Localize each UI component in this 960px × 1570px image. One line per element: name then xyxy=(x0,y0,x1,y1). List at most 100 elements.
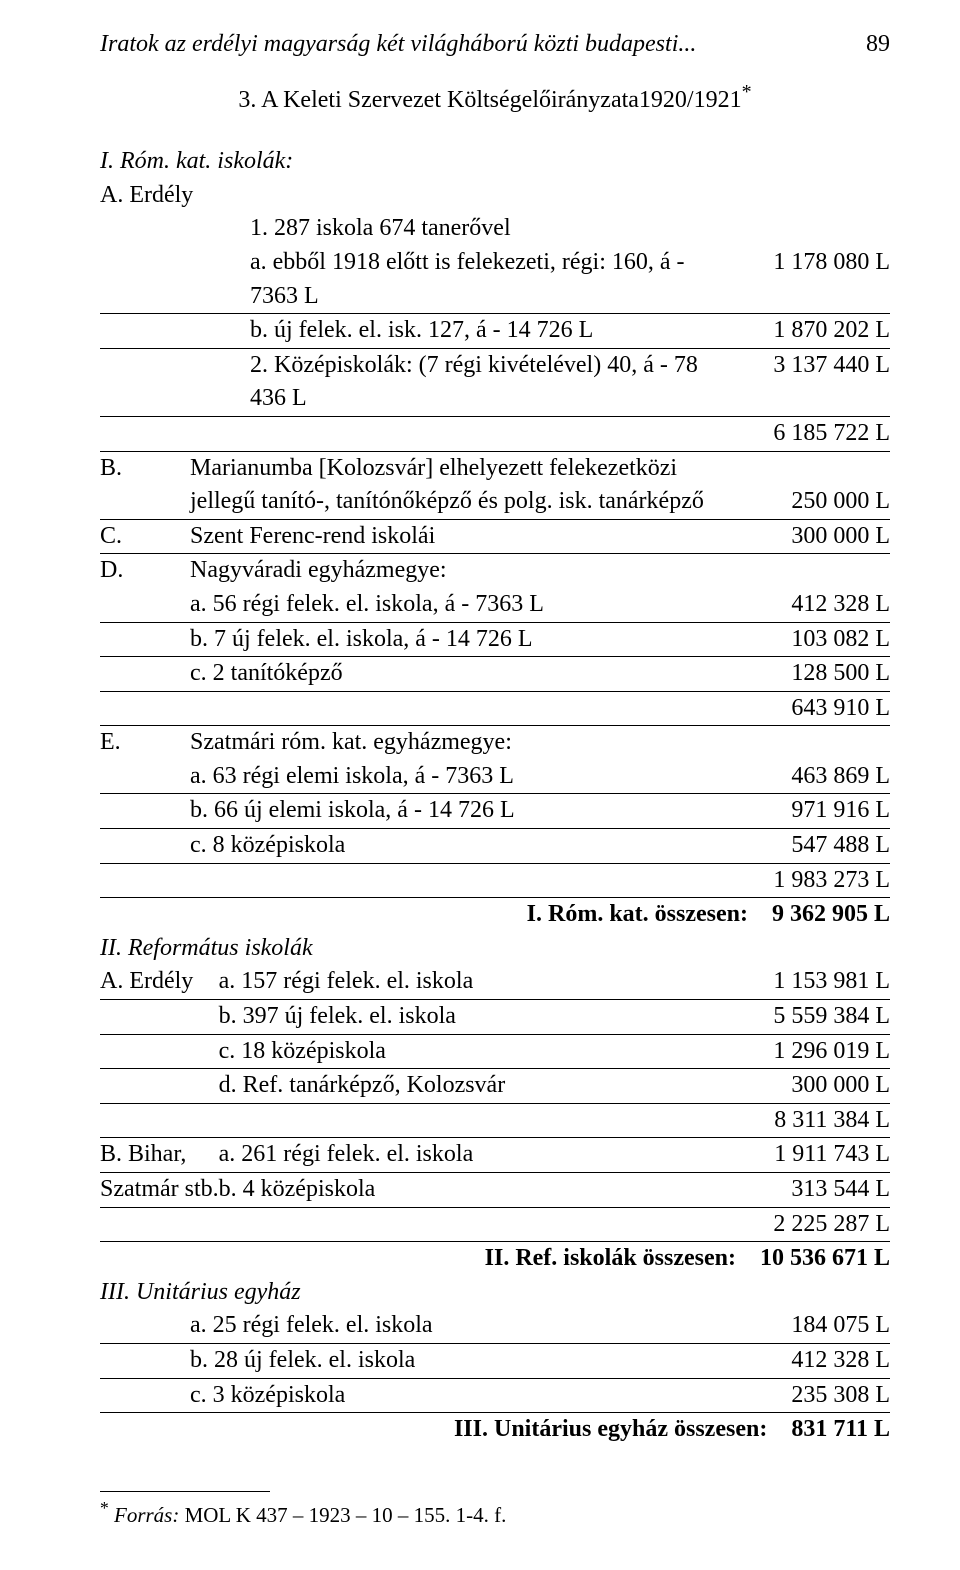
table-row: 6 185 722 L xyxy=(100,416,890,451)
row-description xyxy=(190,691,715,726)
row-description: Szent Ferenc-rend iskolái xyxy=(190,519,715,554)
table-row: b. új felek. el. isk. 127, á - 14 726 L1… xyxy=(100,314,890,349)
section3-total-label: III. Unitárius egyház összesen: xyxy=(454,1416,767,1442)
row-value xyxy=(715,554,890,588)
section3-total-row: III. Unitárius egyház összesen: 831 711 … xyxy=(100,1413,890,1447)
row-marker xyxy=(100,1309,190,1343)
section1-total-label: I. Róm. kat. összesen: xyxy=(527,901,748,927)
row-marker xyxy=(100,622,190,657)
row-marker xyxy=(100,1103,219,1138)
table-row: E.Szatmári róm. kat. egyházmegye: xyxy=(100,726,890,760)
row-marker xyxy=(100,246,190,314)
row-value: 313 544 L xyxy=(715,1173,890,1208)
row-value xyxy=(715,451,890,485)
table-row: c. 2 tanítóképző128 500 L xyxy=(100,657,890,692)
row-value: 5 559 384 L xyxy=(715,1000,890,1035)
title-footnote-mark: * xyxy=(742,81,752,103)
row-marker: Szatmár stb. xyxy=(100,1173,219,1208)
row-value: 184 075 L xyxy=(715,1309,890,1343)
row-value: 412 328 L xyxy=(715,1343,890,1378)
table-row: c. 3 középiskola235 308 L xyxy=(100,1378,890,1413)
table-row: a. 56 régi felek. el. iskola, á - 7363 L… xyxy=(100,588,890,622)
row-marker xyxy=(100,416,190,451)
row-marker xyxy=(100,760,190,794)
row-value: 971 916 L xyxy=(715,794,890,829)
table-row: D.Nagyváradi egyházmegye: xyxy=(100,554,890,588)
page-number: 89 xyxy=(866,28,890,62)
row-value: 8 311 384 L xyxy=(715,1103,890,1138)
row-value: 300 000 L xyxy=(715,519,890,554)
row-description: a. 261 régi felek. el. iskola xyxy=(219,1138,715,1173)
row-value: 250 000 L xyxy=(715,485,890,519)
row-value: 643 910 L xyxy=(715,691,890,726)
row-value: 235 308 L xyxy=(715,1378,890,1413)
table-row: c. 18 középiskola1 296 019 L xyxy=(100,1034,890,1069)
table-row: B.Marianumba [Kolozsvár] elhelyezett fel… xyxy=(100,451,890,485)
row-marker: E. xyxy=(100,726,190,760)
row-marker: B. xyxy=(100,451,190,485)
row-value xyxy=(715,212,890,246)
row-value: 2 225 287 L xyxy=(715,1207,890,1242)
page: Iratok az erdélyi magyarság két világháb… xyxy=(0,0,960,1570)
table-row: a. 63 régi elemi iskola, á - 7363 L463 8… xyxy=(100,760,890,794)
row-marker: A. Erdély xyxy=(100,965,219,999)
row-marker xyxy=(100,1378,190,1413)
table-row: 2 225 287 L xyxy=(100,1207,890,1242)
row-description: a. 25 régi felek. el. iskola xyxy=(190,1309,715,1343)
row-value: 103 082 L xyxy=(715,622,890,657)
row-description: jellegű tanító-, tanítónőképző és polg. … xyxy=(190,485,715,519)
row-marker xyxy=(100,348,190,416)
row-marker xyxy=(100,485,190,519)
section2-total-row: II. Ref. iskolák összesen: 10 536 671 L xyxy=(100,1242,890,1276)
table-row: B. Bihar,a. 261 régi felek. el. iskola1 … xyxy=(100,1138,890,1173)
table-row: Szatmár stb.b. 4 középiskola313 544 L xyxy=(100,1173,890,1208)
row-marker xyxy=(100,657,190,692)
row-value: 300 000 L xyxy=(715,1069,890,1104)
section3-total-value: 831 711 L xyxy=(791,1416,890,1442)
table-row: jellegű tanító-, tanítónőképző és polg. … xyxy=(100,485,890,519)
row-value: 1 178 080 L xyxy=(715,246,890,314)
section2-total-value: 10 536 671 L xyxy=(760,1245,890,1271)
row-value: 1 870 202 L xyxy=(715,314,890,349)
row-value: 128 500 L xyxy=(715,657,890,692)
row-marker xyxy=(100,1000,219,1035)
table-row: b. 397 új felek. el. iskola5 559 384 L xyxy=(100,1000,890,1035)
section1-table: 1. 287 iskola 674 tanerővela. ebből 1918… xyxy=(100,212,890,898)
row-value: 412 328 L xyxy=(715,588,890,622)
table-row: d. Ref. tanárképző, Kolozsvár300 000 L xyxy=(100,1069,890,1104)
section3-table: a. 25 régi felek. el. iskola184 075 Lb. … xyxy=(100,1309,890,1413)
table-row: 8 311 384 L xyxy=(100,1103,890,1138)
row-value: 1 153 981 L xyxy=(715,965,890,999)
section1-total-row: I. Róm. kat. összesen: 9 362 905 L xyxy=(100,898,890,932)
table-row: a. ebből 1918 előtt is felekezeti, régi:… xyxy=(100,246,890,314)
row-description: a. ebből 1918 előtt is felekezeti, régi:… xyxy=(190,246,715,314)
row-description: b. 4 középiskola xyxy=(219,1173,715,1208)
row-description: c. 8 középiskola xyxy=(190,829,715,864)
row-marker xyxy=(100,863,190,898)
row-value: 547 488 L xyxy=(715,829,890,864)
section1-A-label: A. Erdély xyxy=(100,179,890,213)
row-description: 2. Középiskolák: (7 régi kivételével) 40… xyxy=(190,348,715,416)
row-description: a. 56 régi felek. el. iskola, á - 7363 L xyxy=(190,588,715,622)
section2-head: II. Református iskolák xyxy=(100,932,890,966)
row-description: Nagyváradi egyházmegye: xyxy=(190,554,715,588)
section2-total-label: II. Ref. iskolák összesen: xyxy=(485,1245,736,1271)
table-row: A. Erdélya. 157 régi felek. el. iskola1 … xyxy=(100,965,890,999)
row-description xyxy=(219,1103,715,1138)
row-description: c. 3 középiskola xyxy=(190,1378,715,1413)
row-marker xyxy=(100,794,190,829)
row-marker xyxy=(100,829,190,864)
row-description: Marianumba [Kolozsvár] elhelyezett felek… xyxy=(190,451,715,485)
row-marker xyxy=(100,1343,190,1378)
table-row: 1. 287 iskola 674 tanerővel xyxy=(100,212,890,246)
table-row: 2. Középiskolák: (7 régi kivételével) 40… xyxy=(100,348,890,416)
row-description: d. Ref. tanárképző, Kolozsvár xyxy=(219,1069,715,1104)
section1-head: I. Róm. kat. iskolák: xyxy=(100,145,890,179)
title-text: 3. A Keleti Szervezet Költségelőirányzat… xyxy=(238,87,741,113)
row-marker xyxy=(100,691,190,726)
table-row: b. 7 új felek. el. iskola, á - 14 726 L1… xyxy=(100,622,890,657)
row-description: c. 18 középiskola xyxy=(219,1034,715,1069)
row-value: 1 296 019 L xyxy=(715,1034,890,1069)
row-value: 6 185 722 L xyxy=(715,416,890,451)
footnote-label: Forrás: xyxy=(114,1503,179,1527)
